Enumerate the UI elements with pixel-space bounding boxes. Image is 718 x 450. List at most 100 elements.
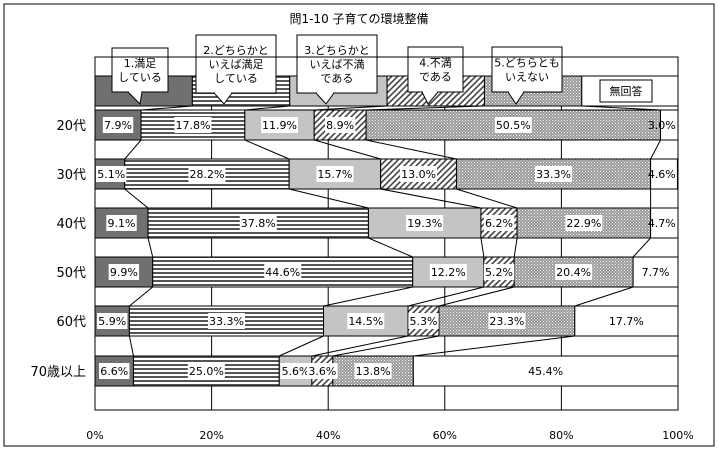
value-label: 12.2%	[431, 266, 466, 279]
value-label: 11.9%	[262, 119, 297, 132]
legend-callout: 無回答	[599, 79, 653, 103]
legend-label: 2.どちらかと	[203, 44, 269, 57]
value-label-box	[99, 363, 130, 379]
legend-label: 無回答	[610, 84, 643, 98]
chart-title: 問1-10 子育ての環境整備	[289, 11, 428, 26]
connector-line	[581, 105, 661, 111]
x-tick-label: 80%	[549, 429, 573, 442]
value-label: 13.0%	[401, 168, 436, 181]
legend-callout-box	[407, 46, 464, 93]
legend-callout-box	[111, 47, 169, 93]
x-tick-label: 60%	[433, 429, 457, 442]
value-label: 23.3%	[489, 315, 524, 328]
connector-line	[289, 188, 369, 209]
connector-line	[574, 286, 634, 307]
legend-callout-box	[491, 46, 563, 93]
value-label-box	[429, 264, 467, 280]
category-label: 30代	[56, 168, 86, 183]
value-label: 5.1%	[97, 168, 125, 181]
value-label-box	[102, 117, 134, 133]
connector-line	[129, 286, 154, 307]
connector-line	[311, 335, 409, 357]
value-label: 6.2%	[485, 217, 513, 230]
legend-callout-box	[599, 79, 653, 103]
value-label-box	[96, 313, 128, 329]
legend-callout-box	[296, 34, 378, 94]
category-label: 70歳以上	[30, 365, 86, 380]
legend-label: している	[214, 72, 258, 85]
value-label: 17.7%	[609, 315, 644, 328]
connector-line	[124, 188, 149, 209]
legend-callout-tail	[315, 92, 335, 105]
connector-line	[650, 139, 661, 160]
legend-callout-tail	[421, 91, 439, 105]
connector-line	[413, 335, 575, 357]
value-label: 9.9%	[110, 266, 138, 279]
connector-line	[124, 139, 142, 160]
legend-callout-tail	[213, 92, 233, 105]
legend-label: いえば満足	[209, 58, 264, 71]
bar-segment	[650, 158, 678, 190]
value-label: 28.2%	[189, 168, 224, 181]
legend-label: 5.どちらとも	[494, 57, 560, 70]
connector-line	[279, 335, 324, 357]
x-tick-label: 40%	[316, 429, 340, 442]
connector-line	[380, 188, 482, 209]
legend-callout-box	[195, 34, 277, 94]
x-tick-label: 100%	[662, 429, 693, 442]
category-label: 60代	[56, 315, 86, 330]
connector-line	[314, 105, 388, 111]
connector-line	[456, 188, 518, 209]
bar-segment	[147, 207, 369, 239]
connector-line	[368, 237, 413, 258]
value-label: 22.9%	[566, 217, 601, 230]
value-label: 33.3%	[536, 168, 571, 181]
legend-label: している	[118, 71, 162, 84]
legend-bar	[94, 75, 679, 107]
legend-label: である	[419, 71, 452, 84]
value-label: 50.5%	[496, 119, 531, 132]
connector-line	[332, 335, 440, 357]
value-label-box	[207, 313, 245, 329]
value-label: 8.9%	[326, 119, 354, 132]
value-label: 14.5%	[348, 315, 383, 328]
connector-line	[244, 105, 290, 111]
legend-label: いえば不満	[310, 58, 365, 71]
value-label: 44.6%	[265, 266, 300, 279]
value-label: 15.7%	[317, 168, 352, 181]
connector-line	[438, 286, 515, 307]
connector-lines	[124, 105, 661, 357]
value-label-box	[565, 215, 603, 231]
category-label: 40代	[56, 217, 86, 232]
value-label-box	[261, 117, 299, 133]
legend-label: 3.どちらかと	[304, 44, 370, 57]
value-label: 9.1%	[108, 217, 136, 230]
value-label-box	[354, 363, 392, 379]
value-label-box	[106, 215, 137, 231]
value-label: 7.7%	[642, 266, 670, 279]
value-label: 5.6%	[282, 365, 310, 378]
value-label-box	[108, 264, 140, 280]
value-label-box	[406, 215, 444, 231]
value-label-box	[555, 264, 593, 280]
legend-label: いえない	[505, 71, 549, 84]
data-bars: 7.9% 17.8% 11.9% 8.9% 50.5% 3.0% 5.1% 28.2% 15.7…	[94, 109, 679, 387]
plot-area-border	[94, 56, 679, 411]
value-label-box	[280, 363, 311, 379]
connector-line	[365, 139, 457, 160]
x-tick-label: 0%	[86, 429, 103, 442]
value-label-box	[483, 264, 515, 280]
value-label-box	[488, 313, 526, 329]
value-label-box	[264, 264, 302, 280]
connector-line	[480, 237, 485, 258]
legend-callouts: 1.満足している2.どちらかといえば満足している3.どちらかといえば不満である4…	[111, 34, 653, 106]
connector-line	[513, 237, 518, 258]
connector-line	[366, 105, 485, 111]
value-label: 5.3%	[410, 315, 438, 328]
value-label-box	[494, 117, 532, 133]
value-label: 20.4%	[556, 266, 591, 279]
category-label: 50代	[56, 266, 86, 281]
